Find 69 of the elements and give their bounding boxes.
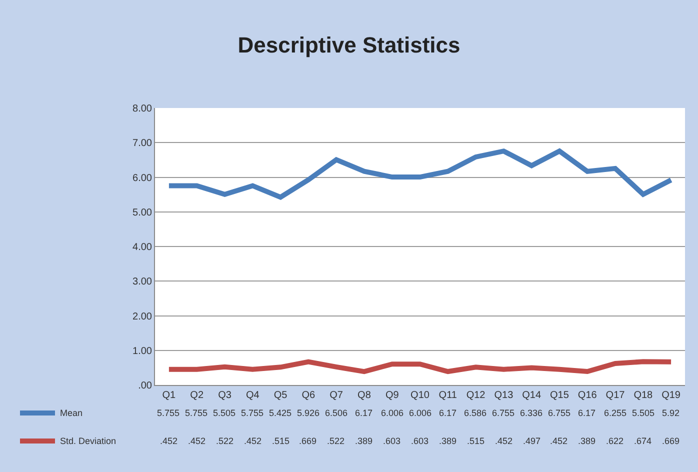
data-label: 5.92: [662, 408, 680, 418]
data-label: 6.586: [464, 408, 487, 418]
x-tick-label: Q5: [274, 390, 288, 401]
y-tick-label: 8.00: [132, 104, 152, 114]
data-label: 6.755: [548, 408, 571, 418]
x-tick-label: Q8: [358, 390, 372, 401]
data-label: 6.755: [492, 408, 515, 418]
y-tick-label: .00: [138, 380, 152, 392]
data-label: .669: [299, 436, 317, 446]
x-tick-label: Q10: [410, 390, 430, 401]
x-tick-label: Q11: [438, 390, 458, 401]
data-label: .515: [467, 436, 485, 446]
y-tick-label: 4.00: [132, 242, 152, 253]
x-tick-label: Q18: [634, 390, 654, 401]
data-label: 6.006: [409, 408, 432, 418]
x-tick-label: Q7: [330, 390, 344, 401]
x-tick-label: Q3: [218, 390, 232, 401]
x-tick-label: Q2: [190, 390, 204, 401]
data-label: 5.926: [297, 408, 320, 418]
y-tick-label: 7.00: [132, 138, 152, 150]
data-label: .603: [411, 436, 429, 446]
data-label: 6.17: [439, 408, 457, 418]
data-label: 6.336: [520, 408, 543, 418]
y-tick-label: 6.00: [132, 172, 152, 184]
data-label: .389: [355, 436, 373, 446]
data-label: 5.505: [213, 408, 236, 418]
data-label: 6.506: [325, 408, 348, 418]
data-label: .452: [550, 436, 568, 446]
data-label: 6.255: [604, 408, 627, 418]
x-tick-label: Q4: [246, 390, 260, 401]
data-label: .452: [495, 436, 513, 446]
data-label: 5.755: [185, 408, 208, 418]
x-tick-label: Q15: [550, 390, 570, 401]
x-tick-label: Q17: [606, 390, 626, 401]
data-label: .497: [523, 436, 541, 446]
chart-title: Descriptive Statistics: [238, 32, 460, 58]
data-label: 5.505: [632, 408, 655, 418]
data-label: .522: [216, 436, 234, 446]
data-label: .389: [439, 436, 457, 446]
y-tick-label: 3.00: [132, 276, 152, 288]
data-label: .622: [606, 436, 624, 446]
data-label: 5.425: [269, 408, 292, 418]
data-label: 6.006: [381, 408, 404, 418]
y-tick-label: 1.00: [132, 346, 152, 357]
legend-label: Mean: [60, 408, 83, 418]
data-label: 6.17: [355, 408, 373, 418]
data-label: .452: [244, 436, 262, 446]
data-label: .389: [578, 436, 596, 446]
x-tick-label: Q6: [302, 390, 316, 401]
data-label: 5.755: [241, 408, 264, 418]
data-label: .452: [188, 436, 206, 446]
data-label: .522: [327, 436, 345, 446]
data-label: 6.17: [578, 408, 596, 418]
data-label: 5.755: [157, 408, 180, 418]
data-label: .603: [383, 436, 401, 446]
x-tick-label: Q1: [162, 390, 176, 401]
data-label: .669: [662, 436, 680, 446]
x-tick-label: Q19: [662, 390, 681, 401]
data-label: .452: [160, 436, 178, 446]
x-tick-label: Q14: [522, 390, 542, 401]
legend-label: Std. Deviation: [60, 436, 116, 446]
x-tick-label: Q12: [466, 390, 486, 401]
data-label: .515: [272, 436, 290, 446]
x-tick-label: Q9: [385, 390, 400, 401]
x-tick-label: Q16: [578, 390, 598, 401]
y-tick-label: 2.00: [132, 311, 152, 322]
data-label: .674: [634, 436, 652, 446]
x-tick-label: Q13: [494, 390, 514, 401]
y-tick-label: 5.00: [132, 207, 152, 218]
